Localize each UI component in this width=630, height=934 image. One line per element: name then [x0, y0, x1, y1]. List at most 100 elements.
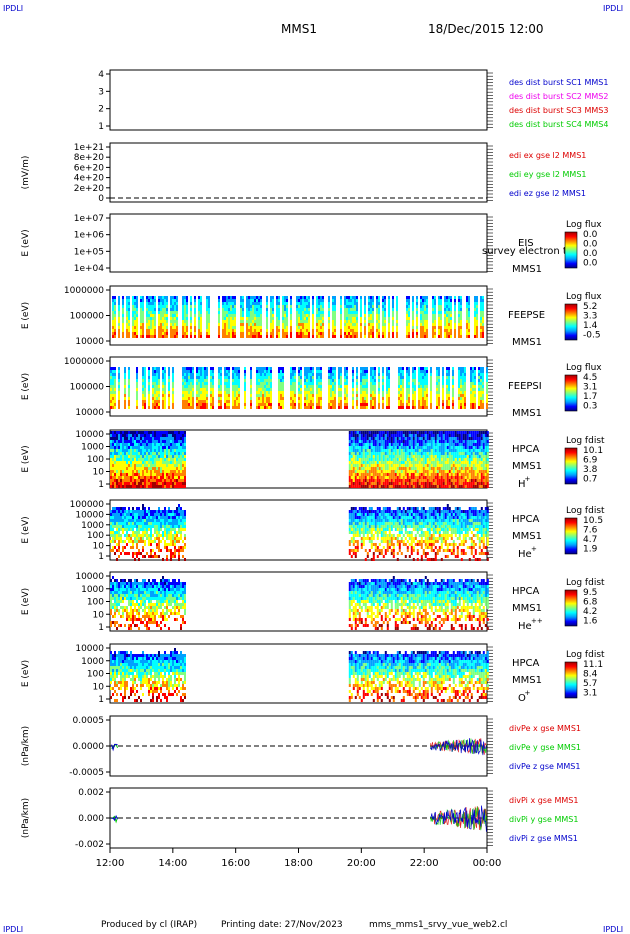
spectrogram-pixel: [254, 305, 256, 308]
spectrogram-pixel: [308, 323, 310, 326]
spectrogram-pixel: [230, 323, 232, 326]
spectrogram-pixel: [128, 329, 130, 332]
spectrogram-pixel: [382, 461, 385, 464]
spectrogram-pixel: [430, 379, 432, 382]
spectrogram-pixel: [472, 403, 474, 406]
spectrogram-pixel: [348, 437, 351, 440]
spectrogram-pixel: [174, 335, 176, 338]
spectrogram-pixel: [114, 311, 116, 314]
spectrogram-pixel: [378, 397, 380, 400]
spectrogram-pixel: [426, 308, 428, 311]
spectrogram-pixel: [378, 335, 380, 338]
spectrogram-pixel: [380, 473, 383, 476]
spectrogram-pixel: [240, 317, 242, 320]
spectrogram-pixel: [228, 373, 230, 376]
spectrogram-pixel: [398, 434, 401, 437]
spectrogram-pixel: [416, 329, 418, 332]
spectrogram-pixel: [334, 305, 336, 308]
spectrogram-pixel: [210, 376, 212, 379]
spectrogram-pixel: [422, 391, 424, 394]
spectrogram-pixel: [462, 376, 464, 379]
spectrogram-pixel: [438, 323, 440, 326]
spectrogram-pixel: [458, 373, 460, 376]
spectrogram-pixel: [364, 482, 367, 485]
spectrogram-pixel: [282, 314, 284, 317]
spectrogram-pixel: [198, 403, 200, 406]
spectrogram-pixel: [286, 308, 288, 311]
spectrogram-pixel: [144, 367, 146, 370]
spectrogram-pixel: [360, 320, 362, 323]
spectrogram-pixel: [200, 382, 202, 385]
spectrogram-pixel: [178, 455, 180, 458]
spectrogram-pixel: [396, 485, 399, 488]
spectrogram-pixel: [340, 394, 342, 397]
spectrogram-pixel: [376, 296, 378, 299]
spectrogram-pixel: [388, 326, 390, 329]
spectrogram-pixel: [234, 302, 236, 305]
spectrogram-pixel: [276, 329, 278, 332]
spectrogram-pixel: [406, 449, 409, 452]
spectrogram-pixel: [312, 391, 314, 394]
spectrogram-pixel: [152, 332, 154, 335]
spectrogram-pixel: [302, 320, 304, 323]
spectrogram-pixel: [204, 391, 206, 394]
spectrogram-pixel: [320, 370, 322, 373]
spectrogram-pixel: [194, 335, 196, 338]
spectrogram-pixel: [462, 382, 464, 385]
spectrogram-pixel: [210, 406, 212, 409]
spectrogram-pixel: [374, 440, 377, 443]
spectrogram-pixel: [482, 376, 484, 379]
spectrogram-pixel: [362, 461, 365, 464]
spectrogram-pixel: [110, 373, 112, 376]
spectrogram-pixel: [240, 329, 242, 332]
spectrogram-pixel: [140, 296, 142, 299]
spectrogram-pixel: [150, 437, 152, 440]
spectrogram-pixel: [402, 479, 405, 482]
spectrogram-pixel: [320, 388, 322, 391]
spectrogram-pixel: [398, 367, 400, 370]
spectrogram-pixel: [452, 403, 454, 406]
spectrogram-pixel: [420, 406, 422, 409]
spectrogram-pixel: [474, 314, 476, 317]
spectrogram-pixel: [212, 406, 214, 409]
spectrogram-pixel: [356, 302, 358, 305]
spectrogram-pixel: [164, 461, 166, 464]
spectrogram-pixel: [136, 485, 138, 488]
spectrogram-pixel: [250, 394, 252, 397]
spectrogram-pixel: [430, 394, 432, 397]
spectrogram-pixel: [170, 311, 172, 314]
spectrogram-pixel: [162, 464, 164, 467]
spectrogram-pixel: [140, 485, 142, 488]
spectrogram-pixel: [354, 458, 357, 461]
spectrogram-pixel: [374, 400, 376, 403]
spectrogram-pixel: [192, 406, 194, 409]
spectrogram-pixel: [318, 391, 320, 394]
spectrogram-pixel: [154, 379, 156, 382]
spectrogram-pixel: [442, 382, 444, 385]
spectrogram-pixel: [360, 314, 362, 317]
spectrogram-pixel: [364, 379, 366, 382]
spectrogram-pixel: [454, 305, 456, 308]
spectrogram-pixel: [362, 379, 364, 382]
spectrogram-pixel: [436, 400, 438, 403]
spectrogram-pixel: [158, 458, 160, 461]
spectrogram-pixel: [162, 437, 164, 440]
spectrogram-pixel: [398, 437, 401, 440]
spectrogram-pixel: [356, 431, 359, 434]
spectrogram-pixel: [432, 305, 434, 308]
spectrogram-pixel: [272, 308, 274, 311]
spectrogram-pixel: [276, 323, 278, 326]
spectrogram-pixel: [256, 317, 258, 320]
spectrogram-pixel: [368, 440, 371, 443]
spectrogram-pixel: [170, 323, 172, 326]
spectrogram-pixel: [232, 308, 234, 311]
spectrogram-pixel: [352, 440, 355, 443]
spectrogram-pixel: [160, 440, 162, 443]
spectrogram-pixel: [192, 376, 194, 379]
spectrogram-pixel: [454, 302, 456, 305]
spectrogram-pixel: [354, 320, 356, 323]
spectrogram-pixel: [230, 326, 232, 329]
spectrogram-pixel: [164, 329, 166, 332]
spectrogram-pixel: [388, 299, 390, 302]
spectrogram-pixel: [290, 326, 292, 329]
